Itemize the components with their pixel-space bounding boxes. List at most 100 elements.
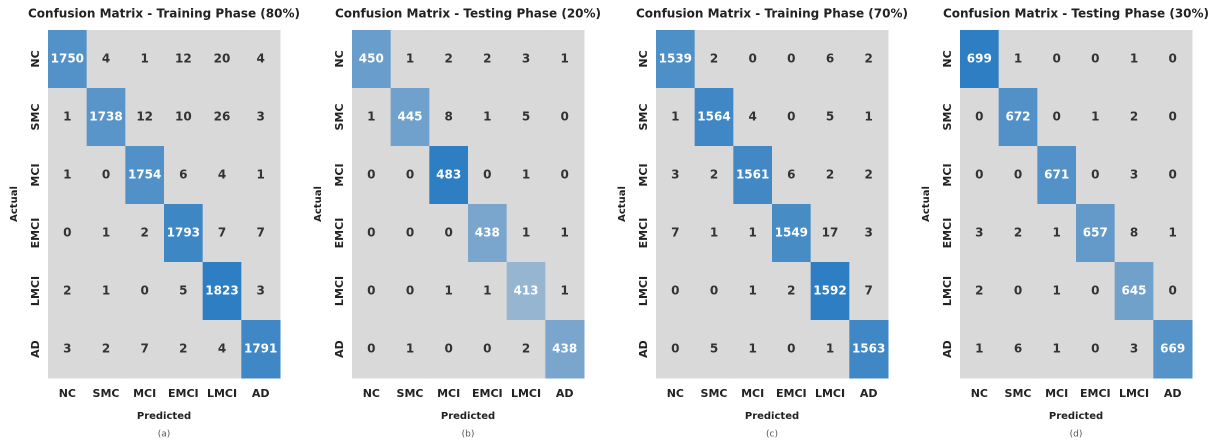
x-tick-label: AD — [1164, 387, 1182, 400]
cell-label: 0 — [444, 226, 452, 240]
cell — [998, 88, 1038, 147]
x-axis-label: Predicted — [1049, 411, 1103, 422]
y-tick-label: EMCI — [637, 218, 650, 249]
cell-label: 445 — [397, 110, 422, 124]
cell-label: 12 — [175, 52, 192, 66]
x-tick-label: EMCI — [472, 387, 503, 400]
cell-label: 657 — [1083, 226, 1108, 240]
cell — [48, 146, 88, 205]
cell-label: 3 — [256, 110, 264, 124]
cell — [1076, 146, 1116, 205]
cell-label: 26 — [214, 110, 231, 124]
cell — [241, 204, 281, 263]
cell — [545, 30, 585, 89]
cell — [86, 30, 126, 89]
cell — [48, 204, 88, 263]
cell — [772, 320, 812, 379]
cell — [545, 88, 585, 147]
cell — [960, 88, 1000, 147]
cell — [164, 30, 204, 89]
x-tick-label: EMCI — [1080, 387, 1111, 400]
cell-label: 2 — [63, 284, 71, 298]
y-axis-label: Actual — [617, 186, 628, 222]
cell — [468, 30, 508, 89]
cell — [241, 262, 281, 321]
cell — [656, 204, 696, 263]
cell-label: 0 — [560, 110, 568, 124]
cell-label: 0 — [102, 168, 110, 182]
cell — [849, 262, 889, 321]
cell — [125, 262, 165, 321]
cell — [48, 88, 88, 147]
cell-label: 1793 — [167, 226, 200, 240]
caption: (c) — [766, 430, 778, 440]
cell — [390, 146, 430, 205]
chart-title: Confusion Matrix - Testing Phase (20%) — [335, 7, 601, 21]
cell — [390, 320, 430, 379]
cell-label: 0 — [483, 342, 491, 356]
y-tick-label: SMC — [333, 104, 346, 131]
x-tick-label: MCI — [133, 387, 156, 400]
cell-label: 1 — [444, 284, 452, 298]
cell — [202, 88, 242, 147]
y-tick-label: AD — [333, 340, 346, 358]
cell — [733, 262, 773, 321]
cell — [48, 30, 88, 89]
cell — [164, 204, 204, 263]
cell-label: 20 — [214, 52, 231, 66]
x-tick-label: NC — [59, 387, 76, 400]
y-tick-label: AD — [637, 340, 650, 358]
cell-label: 7 — [140, 342, 148, 356]
x-tick-label: EMCI — [168, 387, 199, 400]
cell-label: 0 — [1168, 168, 1176, 182]
cell — [390, 88, 430, 147]
cell-label: 0 — [367, 168, 375, 182]
cell-label: 413 — [513, 284, 538, 298]
cell-label: 1 — [748, 226, 756, 240]
cell — [48, 320, 88, 379]
cell-label: 1 — [406, 52, 414, 66]
cell-label: 0 — [748, 52, 756, 66]
cell — [352, 146, 392, 205]
cell-label: 5 — [710, 342, 718, 356]
cell-label: 1 — [483, 110, 491, 124]
cell — [656, 262, 696, 321]
cell-label: 6 — [787, 168, 795, 182]
x-tick-label: NC — [971, 387, 988, 400]
cell — [86, 262, 126, 321]
x-tick-label: AD — [252, 387, 270, 400]
x-tick-label: MCI — [437, 387, 460, 400]
cell-label: 1561 — [736, 168, 769, 182]
cell — [429, 146, 469, 205]
cell-label: 1 — [406, 342, 414, 356]
cell-label: 1 — [560, 284, 568, 298]
cell-label: 2 — [710, 168, 718, 182]
cell-label: 645 — [1121, 284, 1146, 298]
cell — [810, 146, 850, 205]
cell-label: 0 — [671, 342, 679, 356]
cell-label: 0 — [1091, 284, 1099, 298]
cell-label: 0 — [483, 168, 491, 182]
y-tick-label: SMC — [637, 104, 650, 131]
cell-label: 0 — [1168, 110, 1176, 124]
cell-label: 6 — [826, 52, 834, 66]
y-tick-label: AD — [941, 340, 954, 358]
cell-label: 5 — [826, 110, 834, 124]
cell-label: 12 — [136, 110, 153, 124]
cell — [241, 30, 281, 89]
cell-label: 2 — [787, 284, 795, 298]
y-tick-label: AD — [29, 340, 42, 358]
cell — [164, 88, 204, 147]
cell — [772, 262, 812, 321]
cell — [960, 30, 1000, 89]
cell-label: 2 — [483, 52, 491, 66]
x-tick-label: LMCI — [1119, 387, 1149, 400]
cell — [468, 146, 508, 205]
cell-label: 2 — [1014, 226, 1022, 240]
cell-label: 0 — [1052, 110, 1060, 124]
cell — [849, 30, 889, 89]
cell — [125, 320, 165, 379]
cell — [506, 320, 546, 379]
cell — [694, 262, 734, 321]
cell-label: 1 — [560, 52, 568, 66]
